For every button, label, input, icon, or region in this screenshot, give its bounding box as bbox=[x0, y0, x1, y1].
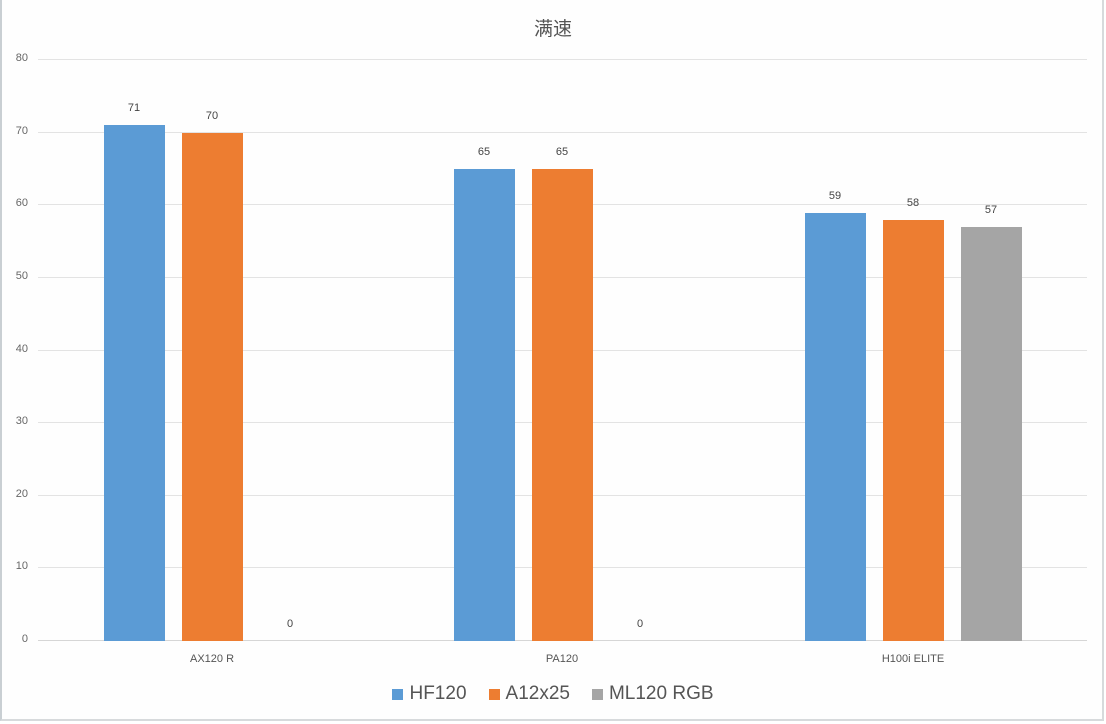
legend: HF120 A12x25 ML120 RGB bbox=[0, 683, 1106, 705]
plot-area: 0 10 20 30 40 50 60 70 80 71 70 0 AX120 R 65 65 0 PA120 5… bbox=[16, 52, 1087, 665]
bar[interactable] bbox=[531, 168, 593, 641]
bar[interactable] bbox=[181, 132, 243, 641]
y-tick-label: 40 bbox=[15, 342, 28, 355]
y-tick-label: 70 bbox=[15, 124, 28, 137]
bar[interactable] bbox=[103, 125, 165, 641]
x-tick-label: PA120 bbox=[545, 653, 579, 665]
data-label: 71 bbox=[127, 102, 141, 115]
data-label: 57 bbox=[984, 204, 998, 217]
y-tick-label: 50 bbox=[15, 269, 28, 282]
data-label: 0 bbox=[286, 618, 294, 630]
data-label: 65 bbox=[555, 145, 569, 158]
data-label: 0 bbox=[636, 618, 644, 630]
y-tick-label: 80 bbox=[15, 52, 28, 64]
legend-swatch-icon bbox=[392, 688, 404, 700]
legend-label: HF120 bbox=[409, 683, 467, 704]
bar[interactable] bbox=[882, 219, 944, 641]
legend-item[interactable]: HF120 bbox=[392, 683, 467, 705]
data-label: 65 bbox=[477, 145, 491, 158]
x-tick-label: H100i ELITE bbox=[881, 653, 945, 665]
x-tick-label: AX120 R bbox=[189, 653, 235, 665]
legend-swatch-icon bbox=[591, 688, 603, 700]
y-tick-label: 10 bbox=[15, 560, 28, 573]
legend-item[interactable]: A12x25 bbox=[488, 683, 570, 705]
legend-swatch-icon bbox=[488, 688, 500, 700]
y-tick-label: 60 bbox=[15, 197, 28, 210]
y-tick-label: 0 bbox=[21, 633, 28, 645]
data-label: 59 bbox=[828, 189, 842, 202]
data-label: 70 bbox=[205, 109, 219, 122]
legend-label: A12x25 bbox=[505, 683, 570, 704]
chart-title: 满速 bbox=[533, 18, 572, 40]
data-label: 58 bbox=[906, 196, 920, 209]
bar[interactable] bbox=[453, 168, 515, 641]
legend-label: ML120 RGB bbox=[608, 683, 714, 704]
legend-item[interactable]: ML120 RGB bbox=[591, 683, 714, 705]
y-tick-label: 20 bbox=[15, 487, 28, 500]
bar[interactable] bbox=[804, 212, 866, 641]
gridline bbox=[38, 131, 1087, 133]
y-tick-label: 30 bbox=[15, 415, 28, 428]
gridline bbox=[38, 59, 1087, 60]
bar[interactable] bbox=[960, 227, 1022, 641]
